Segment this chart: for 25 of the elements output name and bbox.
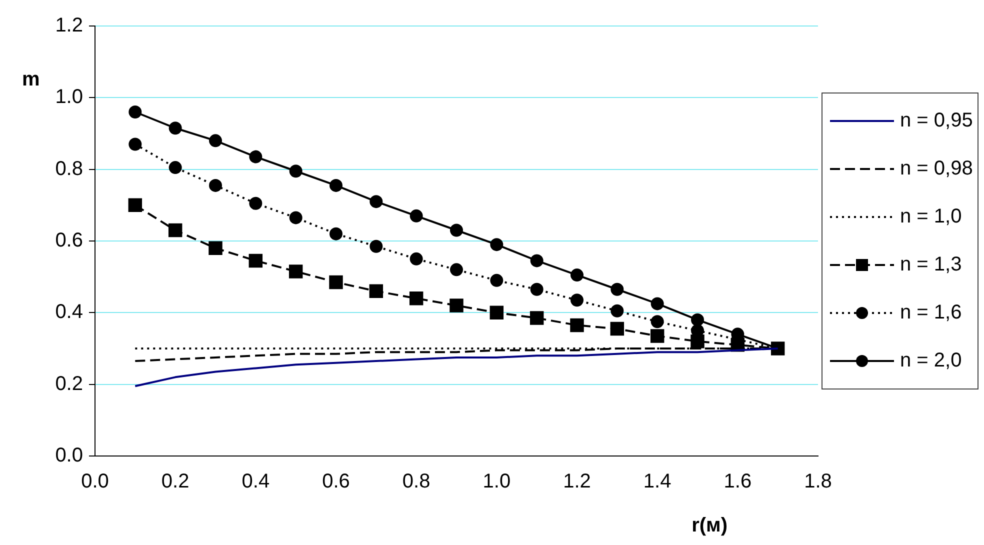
y-tick-label: 0.0 [55,444,83,467]
x-axis-title: r(м) [692,514,728,537]
y-tick-label: 0.2 [55,372,83,395]
legend-label: n = 2,0 [900,350,962,372]
x-tick-label: 1.4 [643,470,672,493]
legend-label: n = 1,3 [900,254,962,276]
x-tick-label: 1.0 [482,470,511,493]
legend-label: n = 0,95 [900,110,973,132]
x-tick-label: 0.4 [242,470,270,493]
y-axis-title: m [22,68,40,90]
y-tick-label: 1.0 [55,86,83,108]
x-tick-label: 1.8 [804,470,832,493]
y-tick-label: 1.2 [55,14,83,37]
x-tick-label: 0.8 [402,470,430,493]
legend-label: n = 1,6 [900,302,962,324]
legend-label: n = 1,0 [900,206,962,228]
legend-label: n = 0,98 [900,158,973,180]
x-tick-label: 0.6 [322,470,350,493]
x-tick-label: 1.6 [724,470,752,493]
x-tick-label: 0.2 [161,470,190,493]
x-tick-label: 0.0 [81,470,109,493]
x-tick-label: 1.2 [563,470,591,493]
y-tick-label: 0.8 [55,158,83,180]
y-tick-label: 0.4 [55,301,83,324]
y-tick-label: 0.6 [55,230,83,252]
